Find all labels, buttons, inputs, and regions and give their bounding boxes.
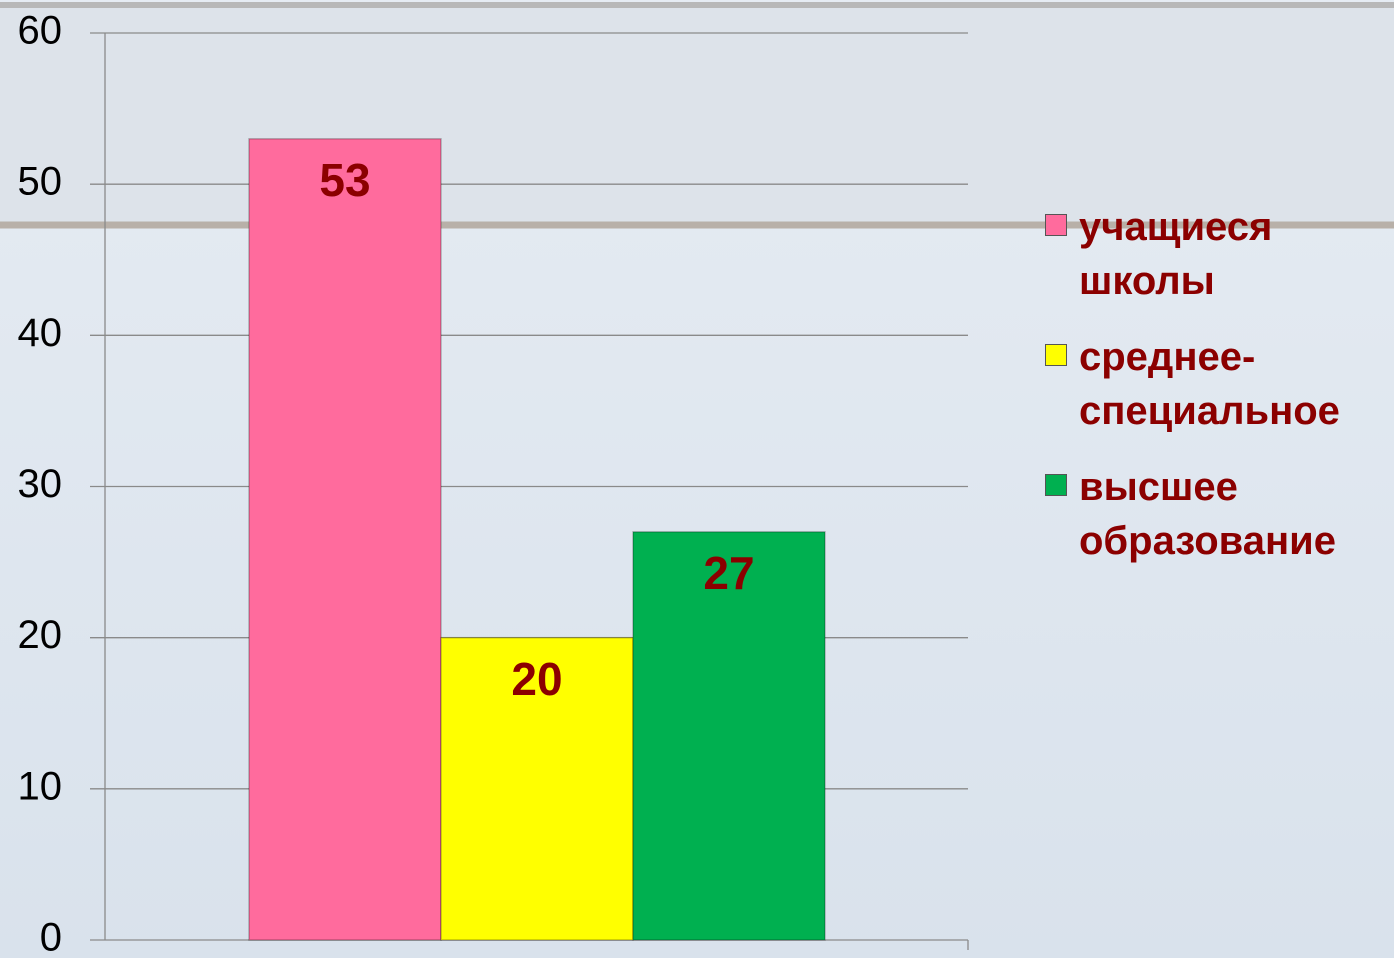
value-label: 27 <box>703 547 754 599</box>
y-tick-label: 0 <box>40 916 62 958</box>
bar <box>249 139 441 940</box>
legend-label: учащиеся школы <box>1079 200 1389 308</box>
legend: учащиеся школы среднее-специальное высшее … <box>1045 200 1390 590</box>
y-tick-label: 10 <box>18 764 63 808</box>
y-tick-label: 50 <box>18 160 63 204</box>
y-tick-label: 60 <box>18 9 63 53</box>
page: 0 10 20 30 40 50 60 53 20 27 учащиеся школы средне… <box>0 0 1394 958</box>
y-tick-label: 30 <box>18 462 63 506</box>
value-label: 53 <box>319 154 370 206</box>
legend-label: высшее образование <box>1079 460 1389 568</box>
legend-item: среднее-специальное <box>1045 330 1390 438</box>
legend-swatch <box>1045 474 1067 496</box>
legend-item: учащиеся школы <box>1045 200 1390 308</box>
legend-item: высшее образование <box>1045 460 1390 568</box>
header-band <box>0 5 1394 225</box>
legend-swatch <box>1045 344 1067 366</box>
legend-label: среднее-специальное <box>1079 330 1389 438</box>
y-tick-label: 20 <box>18 613 63 657</box>
y-tick-label: 40 <box>18 311 63 355</box>
legend-swatch <box>1045 214 1067 236</box>
value-label: 20 <box>511 653 562 705</box>
